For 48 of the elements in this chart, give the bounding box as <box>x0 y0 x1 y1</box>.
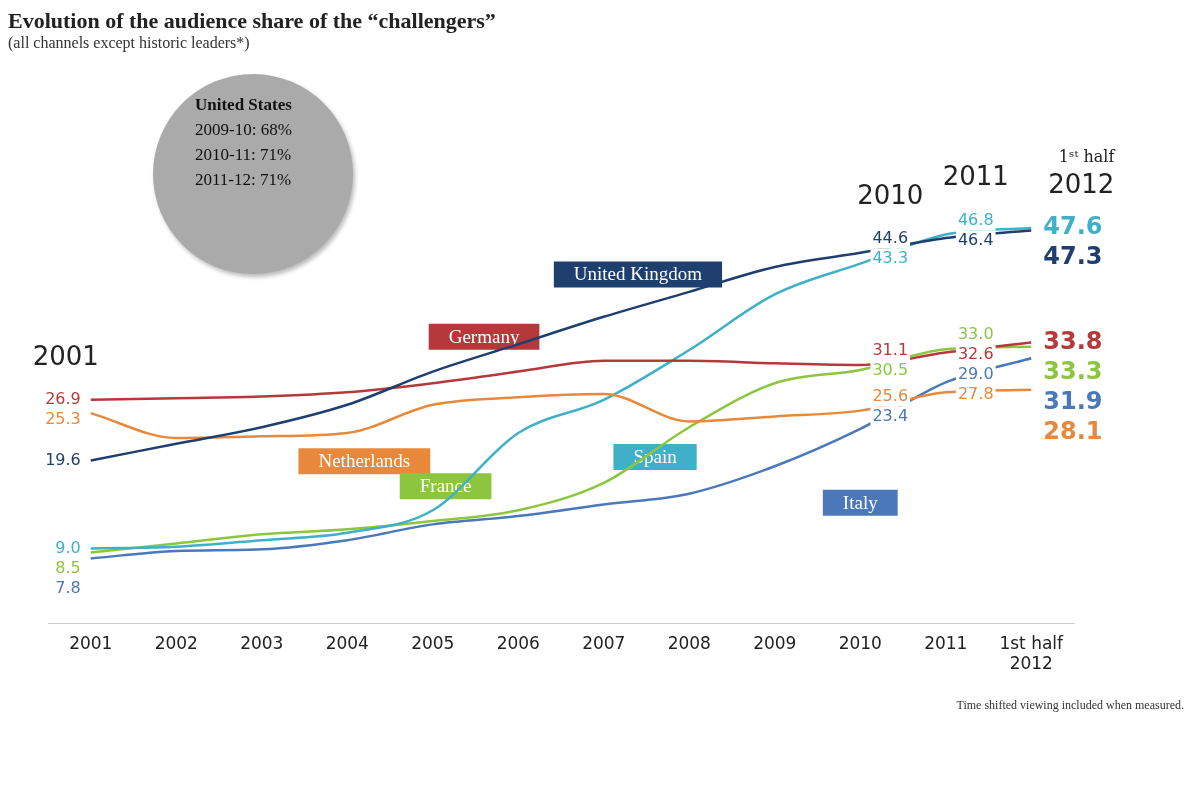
data-label: 31.1 <box>872 340 909 360</box>
chart-subtitle: (all channels except historic leaders*) <box>8 34 251 52</box>
data-label: 46.4 <box>957 229 994 249</box>
data-label: 33.0 <box>957 324 994 344</box>
data-label: 19.6 <box>45 449 81 469</box>
text: Time shifted viewing included when measured. <box>955 698 1184 713</box>
data-label: 31.9 <box>1043 386 1103 415</box>
data-label: 28.1 <box>1043 416 1103 445</box>
x-tick-label: 2002 <box>154 632 198 653</box>
x-tick-label: 2003 <box>240 632 284 653</box>
x-tick-label: 1st half 2012 <box>999 632 1065 674</box>
x-tick-label: 2006 <box>496 632 540 653</box>
data-label: 7.8 <box>55 577 81 597</box>
data-label: 43.3 <box>872 248 909 267</box>
data-label: 23.4 <box>872 405 909 425</box>
text: 2010 <box>857 179 924 210</box>
x-tick-label: 2007 <box>582 632 626 653</box>
series-label: United Kingdom <box>573 263 703 285</box>
circle-badge: United States 2009-10: 68% 2010-11: 71% 2011-12: 71% <box>153 74 353 274</box>
data-label: 8.5 <box>55 557 81 577</box>
annotation: 2001 <box>32 340 99 371</box>
x-tick-label: 2009 <box>753 632 797 653</box>
x-tick-label: 2011 <box>924 632 968 653</box>
data-label: 47.6 <box>1043 212 1103 241</box>
chart-title: Evolution of the audience share of the “challengers” <box>8 8 497 34</box>
x-tick-label: 2010 <box>838 632 882 653</box>
data-label: 29.0 <box>957 364 994 384</box>
data-label: 9.0 <box>55 537 81 557</box>
text: 2011 <box>942 161 1009 192</box>
x-tick-label: 2005 <box>411 632 455 653</box>
series-label: Netherlands <box>318 450 411 472</box>
x-tick-label: 2008 <box>667 632 711 653</box>
data-label: 27.8 <box>957 384 994 404</box>
data-label: 47.3 <box>1043 242 1103 271</box>
data-label: 33.3 <box>1043 356 1103 385</box>
data-label: 46.8 <box>957 209 994 229</box>
data-label: 33.8 <box>1043 326 1103 355</box>
data-label: 44.6 <box>872 228 909 247</box>
data-label: 25.3 <box>45 408 81 428</box>
data-label: 26.9 <box>45 388 81 408</box>
data-label: 32.6 <box>957 344 994 364</box>
x-tick-label: 2001 <box>69 632 113 653</box>
data-label: 30.5 <box>872 360 909 380</box>
x-tick-label: 2004 <box>325 632 369 653</box>
series-label: Germany <box>448 325 520 347</box>
text: Italy <box>842 491 879 513</box>
data-label: 25.6 <box>872 385 909 405</box>
text: 1ˢᵗ half 2012 <box>1048 147 1116 199</box>
